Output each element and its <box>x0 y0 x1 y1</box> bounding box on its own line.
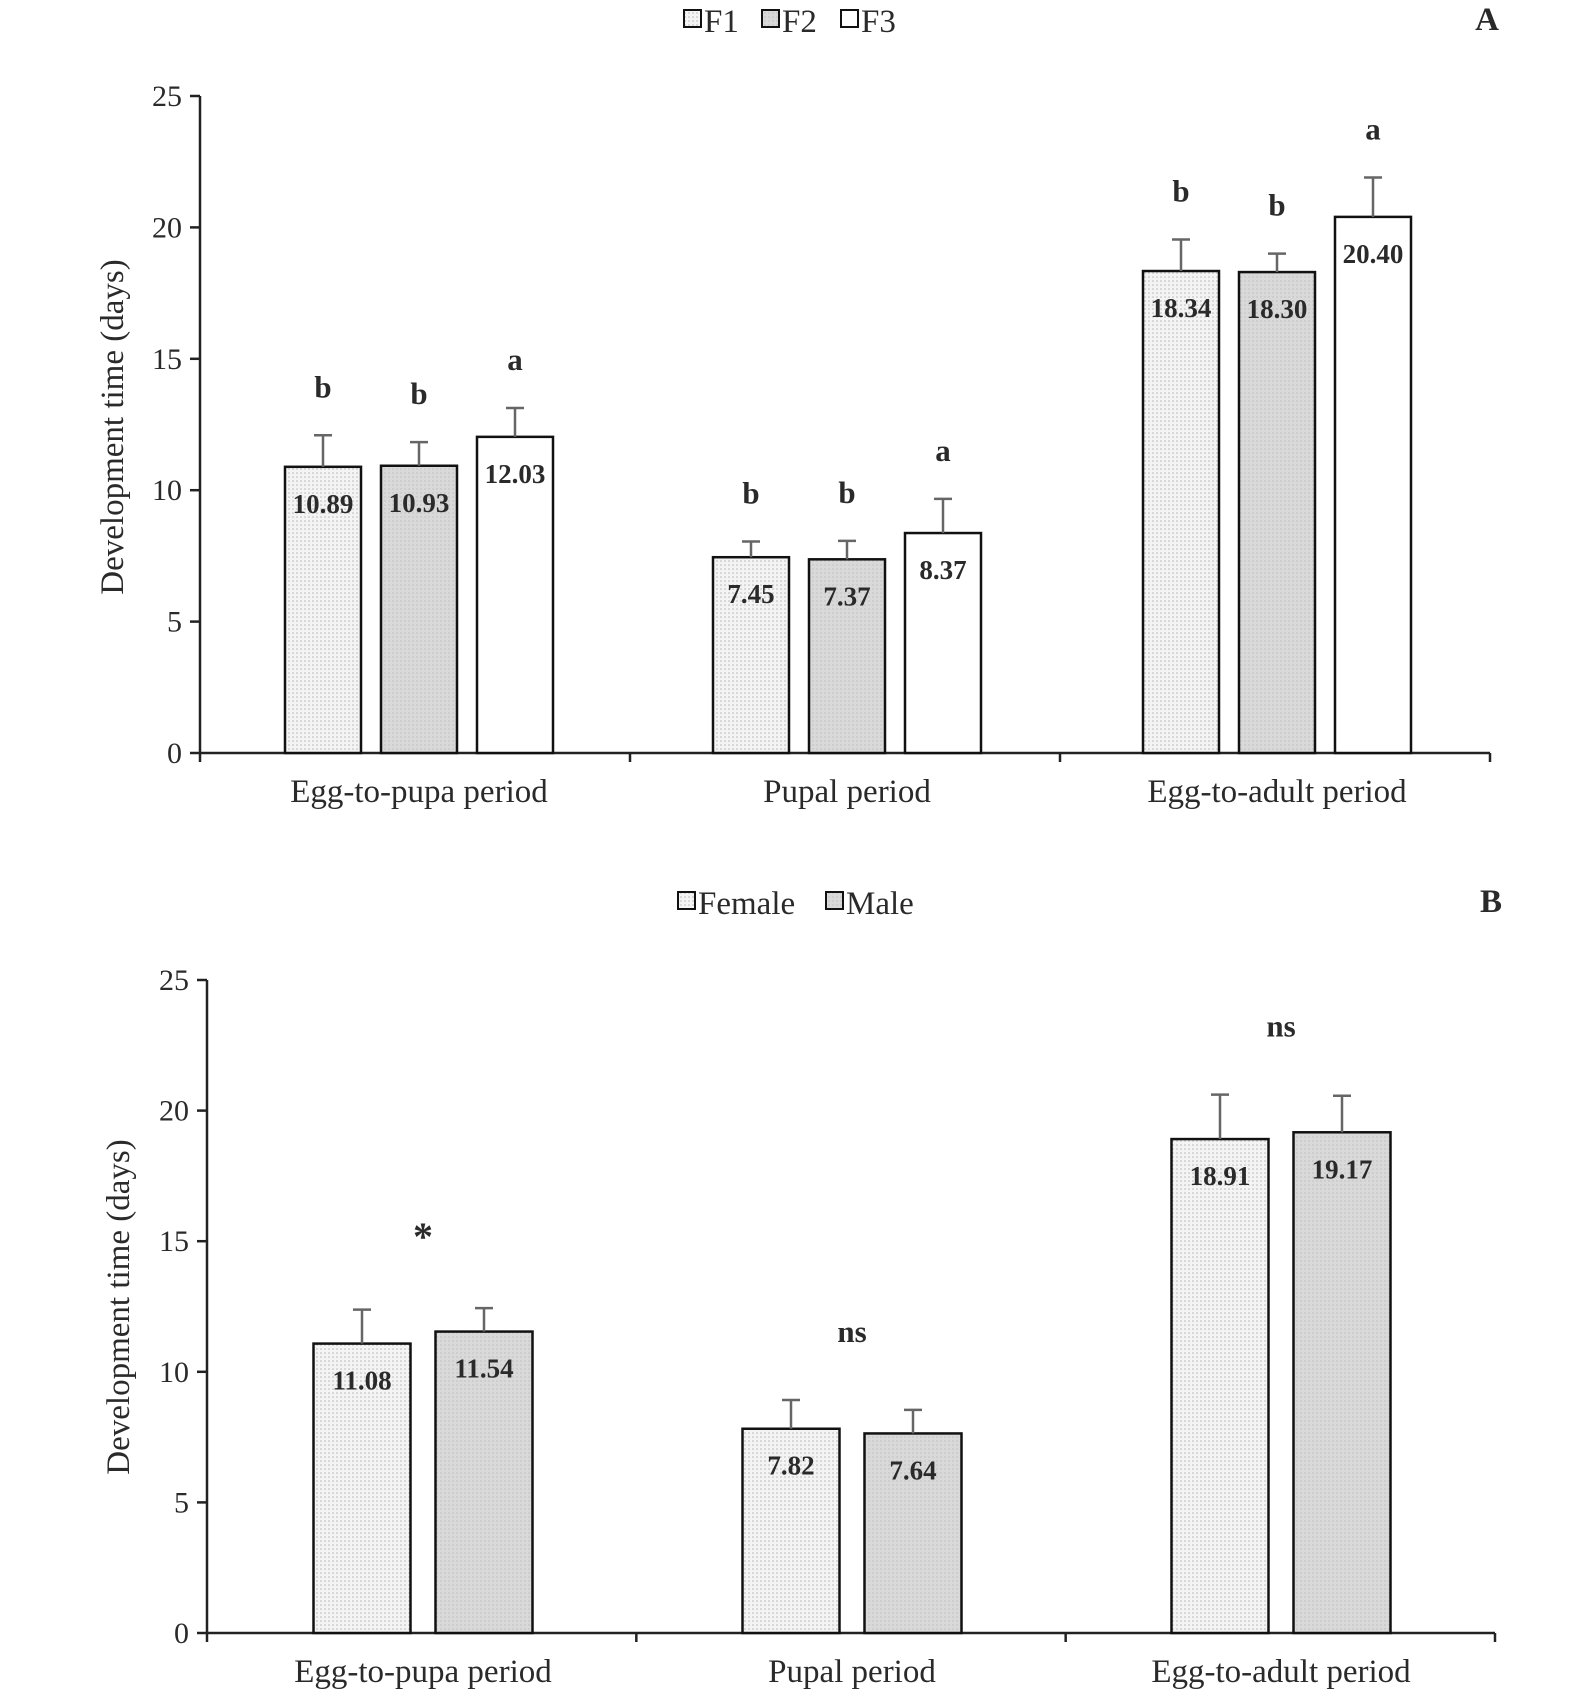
bar-value-label: 19.17 <box>1312 1154 1373 1184</box>
chart-panel-b: B Female Male Development time (days) 0 5… <box>101 884 1502 1690</box>
significance-letter: a <box>507 342 523 377</box>
bar-f1-pupal-period <box>711 555 791 755</box>
bar-f1-egg-to-adult-period <box>1141 269 1221 755</box>
bar-value-label: 11.08 <box>332 1366 391 1396</box>
x-category-label: Egg-to-adult period <box>1147 774 1407 810</box>
bar-value-label: 7.45 <box>727 579 774 609</box>
bar-value-label: 12.03 <box>485 459 546 489</box>
bar-female-egg-to-adult-period <box>1170 1137 1270 1635</box>
y-tick-label: 5 <box>167 606 182 639</box>
bar-female-pupal-period <box>741 1427 841 1635</box>
bar-value-label: 18.34 <box>1151 293 1212 323</box>
x-category-label: Pupal period <box>768 1654 936 1690</box>
y-tick-label: 10 <box>159 1356 189 1389</box>
legend-label-f3: F3 <box>861 4 896 40</box>
legend-swatch-f3 <box>840 9 859 28</box>
bar-value-label: 11.54 <box>454 1354 513 1384</box>
significance-letter: b <box>314 369 331 404</box>
y-tick-label: 25 <box>159 964 189 997</box>
bar-value-label: 10.93 <box>389 488 450 518</box>
significance-letter: b <box>1268 188 1285 223</box>
significance-letter: b <box>410 376 427 411</box>
legend-swatch-male <box>825 891 844 910</box>
bar-male-egg-to-pupa-period <box>434 1330 534 1635</box>
y-tick-label: 15 <box>152 343 182 376</box>
legend-label-female: Female <box>698 886 795 922</box>
bar-value-label: 18.91 <box>1190 1161 1251 1191</box>
y-tick-label: 25 <box>152 80 182 113</box>
legend: Female Male <box>677 886 914 922</box>
legend-swatch-female <box>677 891 696 910</box>
bar-f3-pupal-period <box>903 531 983 755</box>
legend-label-f2: F2 <box>782 4 817 40</box>
legend-swatch-f1 <box>683 9 702 28</box>
bar-value-label: 7.64 <box>889 1455 936 1485</box>
bar-f2-egg-to-adult-period <box>1237 270 1317 755</box>
bar-value-label: 18.30 <box>1247 294 1308 324</box>
x-category-label: Pupal period <box>763 774 931 810</box>
significance-letter: a <box>1365 111 1381 146</box>
legend: F1 F2 F3 <box>683 4 896 40</box>
chart-panel-a: A F1 F2 F3 Development time (days) 0 5 10 1… <box>95 2 1499 810</box>
x-category-label: Egg-to-pupa period <box>294 1654 552 1690</box>
significance-letter: a <box>935 433 951 468</box>
bar-male-egg-to-adult-period <box>1292 1131 1392 1635</box>
y-tick-label: 20 <box>152 211 182 244</box>
x-category-label: Egg-to-pupa period <box>290 774 548 810</box>
group-significance-label: ns <box>1266 1009 1295 1044</box>
significance-letter: b <box>742 475 759 510</box>
y-tick-label: 0 <box>167 737 182 770</box>
bar-value-label: 7.82 <box>767 1451 814 1481</box>
y-tick-label: 15 <box>159 1225 189 1258</box>
legend-label-male: Male <box>846 886 914 922</box>
bar-male-pupal-period <box>863 1432 963 1635</box>
bar-f3-egg-to-adult-period <box>1333 215 1413 755</box>
legend-swatch-f2 <box>761 9 780 28</box>
x-category-label: Egg-to-adult period <box>1151 1654 1411 1690</box>
legend-label-f1: F1 <box>704 4 739 40</box>
y-axis-title: Development time (days) <box>95 259 131 594</box>
bar-value-label: 10.89 <box>293 489 354 519</box>
significance-letter: b <box>1172 173 1189 208</box>
y-axis-title: Development time (days) <box>101 1139 137 1474</box>
significance-letter: b <box>838 475 855 510</box>
bar-value-label: 20.40 <box>1343 239 1404 269</box>
bar-value-label: 8.37 <box>919 555 966 585</box>
group-significance-label: ns <box>837 1314 866 1349</box>
group-significance-label: * <box>413 1214 433 1259</box>
panel-label: B <box>1480 884 1502 920</box>
bar-female-egg-to-pupa-period <box>312 1342 412 1635</box>
bar-value-label: 7.37 <box>823 581 870 611</box>
bar-f2-pupal-period <box>807 558 887 755</box>
bar-f1-egg-to-pupa-period <box>283 465 363 755</box>
y-tick-label: 0 <box>174 1617 189 1650</box>
y-tick-label: 10 <box>152 474 182 507</box>
panel-label: A <box>1475 2 1499 38</box>
y-tick-label: 5 <box>174 1486 189 1519</box>
y-tick-label: 20 <box>159 1095 189 1128</box>
